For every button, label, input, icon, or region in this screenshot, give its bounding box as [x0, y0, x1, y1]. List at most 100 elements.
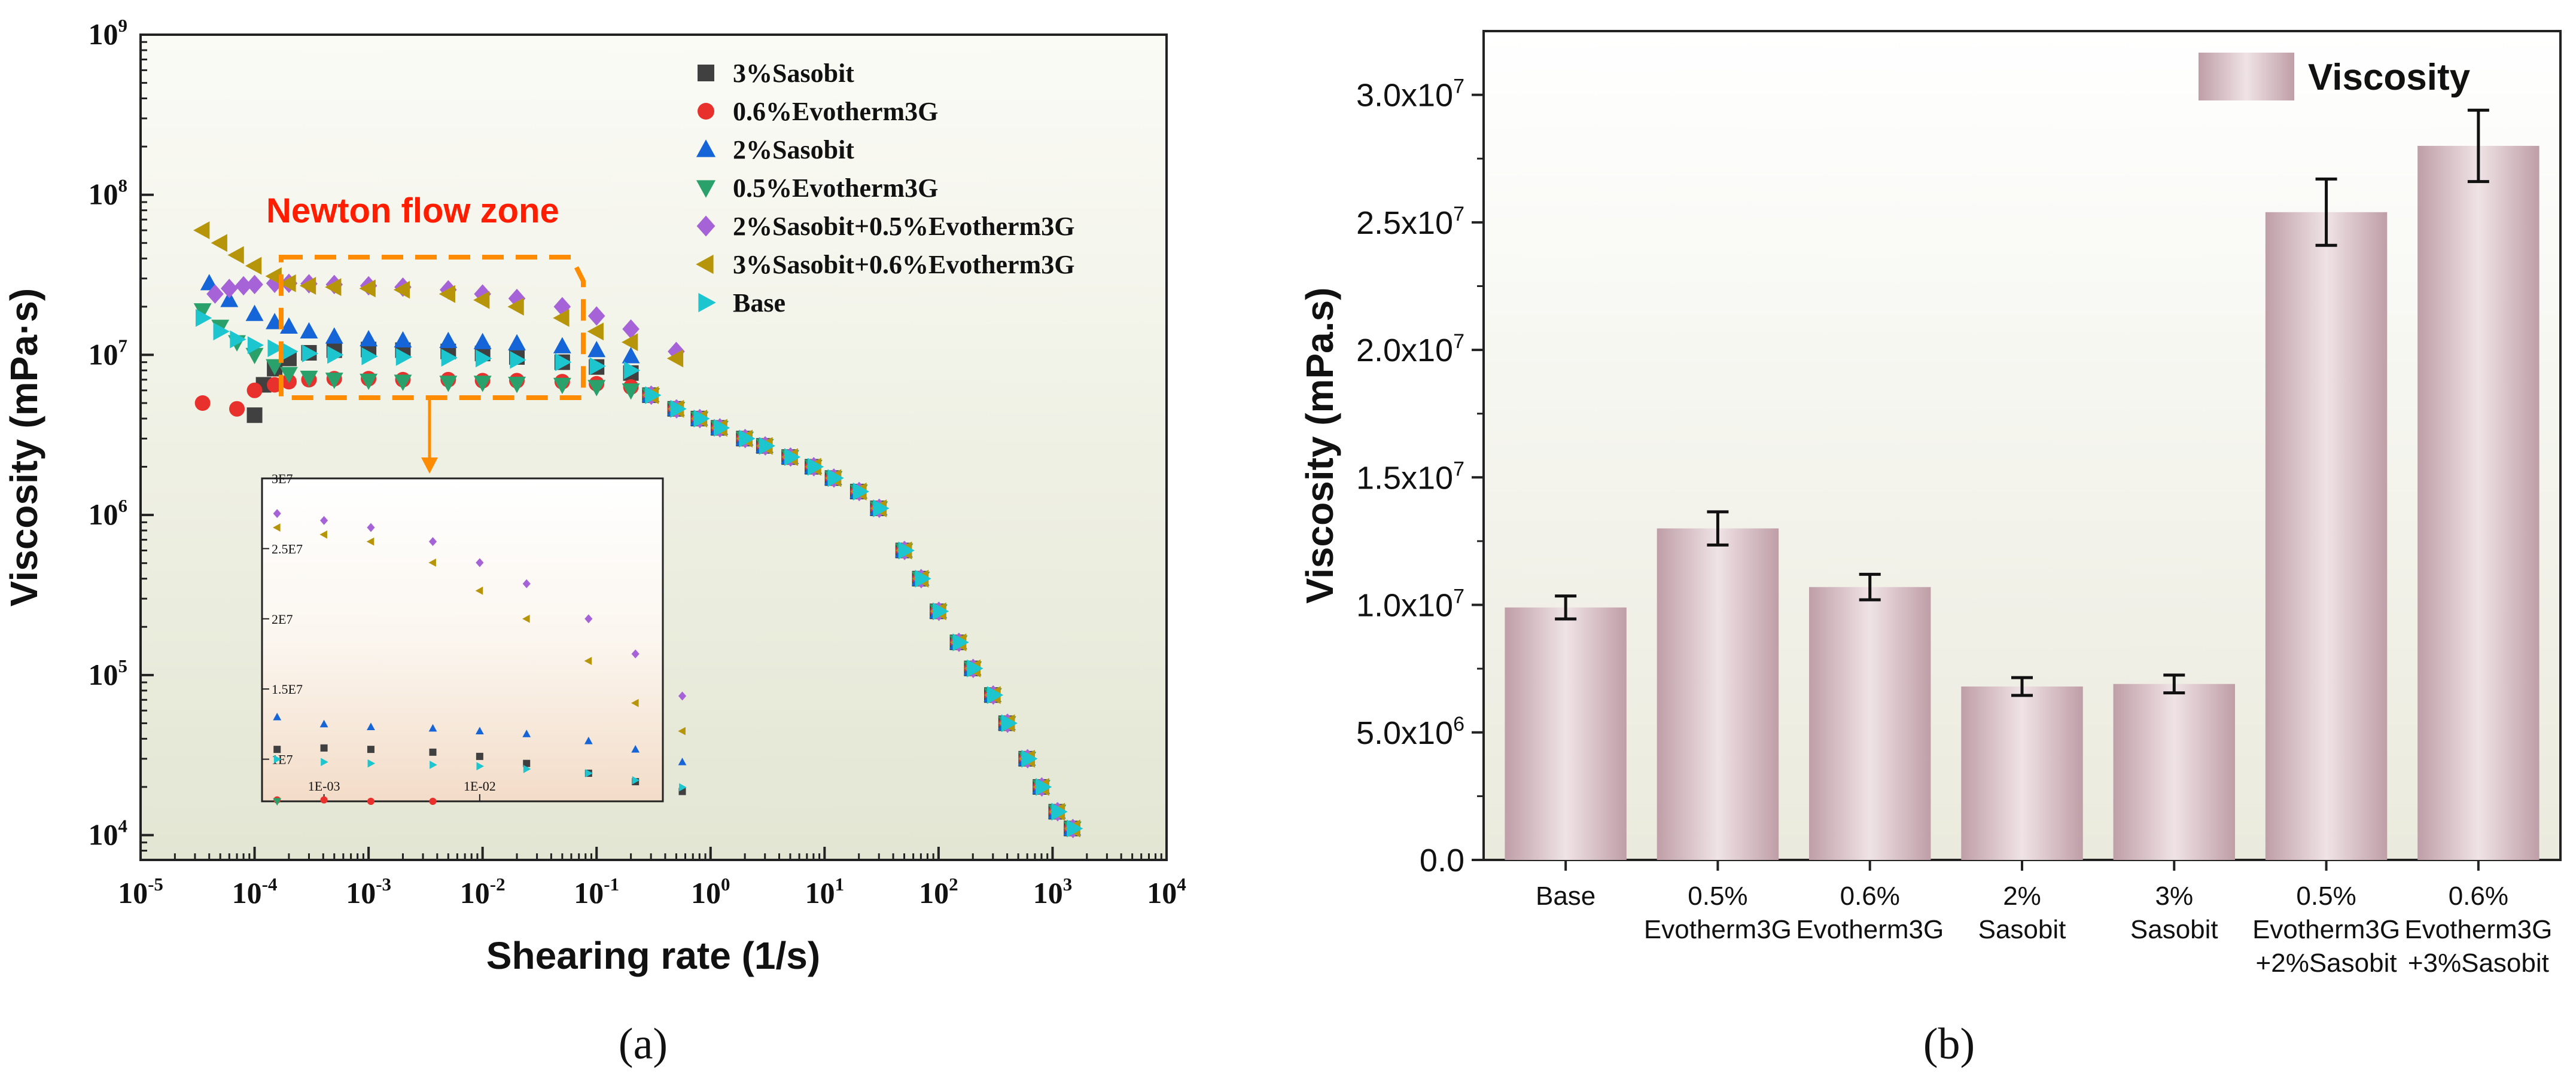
x-category-label: Evotherm3G — [2404, 915, 2552, 944]
inset-data-point — [273, 509, 281, 518]
data-point — [220, 291, 239, 307]
x-tick-label: 103 — [1033, 874, 1073, 910]
data-point — [267, 377, 283, 393]
inset-data-point — [522, 579, 531, 588]
x-tick-label: 10-2 — [460, 874, 506, 910]
data-point — [299, 276, 316, 295]
inset-data-point — [367, 722, 375, 730]
data-point — [441, 349, 458, 367]
inset-y-tick-label: 1.5E7 — [272, 682, 303, 697]
x-category-label: Sasobit — [2130, 915, 2218, 944]
inset-data-point — [319, 515, 328, 525]
inset-data-point — [428, 724, 437, 732]
x-category-label: 0.5% — [2296, 881, 2356, 911]
inset-area — [261, 477, 664, 803]
data-point — [266, 359, 284, 376]
data-point — [394, 374, 412, 391]
data-point — [986, 686, 1004, 704]
data-point — [587, 322, 604, 341]
data-point — [206, 284, 224, 304]
data-point — [325, 327, 343, 344]
data-point — [622, 347, 640, 364]
inset-data-point — [584, 736, 593, 745]
data-point — [246, 382, 263, 398]
data-point — [439, 376, 458, 392]
inset-data-point — [631, 745, 640, 753]
legend-marker — [698, 103, 714, 120]
data-point — [302, 344, 319, 363]
data-point — [693, 409, 710, 428]
x-tick-label: 10-1 — [574, 874, 619, 910]
inset-data-point — [476, 752, 483, 760]
data-point — [395, 348, 413, 366]
inset-data-point — [367, 523, 375, 532]
inset-data-point — [522, 614, 530, 623]
data-point — [1051, 803, 1068, 821]
data-point — [553, 309, 570, 327]
data-point — [245, 257, 262, 275]
series-triangle-right — [195, 309, 1083, 838]
inset-data-point — [273, 798, 282, 806]
data-point — [553, 337, 571, 353]
legend-label: 0.5%Evotherm3G — [733, 173, 938, 203]
data-point — [622, 319, 640, 339]
data-point — [211, 234, 227, 252]
legend-a: 3%Sasobit 0.6%Evotherm3G 2%Sasobit 0.5%Evot… — [696, 59, 1074, 318]
bar — [2265, 212, 2388, 860]
inset-data-point — [584, 657, 592, 666]
newton-zone-label: Newton flow zone — [266, 191, 559, 230]
y-tick-label: 105 — [89, 655, 128, 691]
data-point — [807, 457, 824, 476]
y-tick-label-b: 0.0 — [1420, 843, 1464, 878]
data-point — [393, 280, 410, 299]
legend-marker — [696, 215, 715, 237]
x-category-label: Evotherm3G — [1644, 915, 1792, 944]
bar — [1961, 687, 2083, 860]
inset-data-point — [631, 698, 639, 707]
inset-data-point — [367, 746, 374, 753]
inset-series-triangle-up — [273, 712, 687, 765]
data-point — [300, 322, 318, 338]
inset-data-point — [679, 783, 687, 792]
y-tick-label-b: 2.0x107 — [1356, 330, 1464, 368]
data-point — [507, 297, 524, 316]
inset-data-point — [631, 649, 640, 658]
data-point — [508, 377, 526, 393]
data-point — [587, 380, 606, 396]
inset-data-point — [678, 758, 687, 765]
data-point — [713, 419, 730, 437]
data-point — [587, 306, 605, 326]
inset-data-point — [476, 762, 485, 771]
inset-y-tick-label: 2E7 — [272, 612, 293, 627]
data-point — [1021, 749, 1038, 768]
data-point — [327, 346, 344, 364]
inset-y-tick-label: 2.5E7 — [272, 541, 303, 556]
legend-marker — [696, 254, 714, 274]
y-tick-label-b: 1.5x107 — [1356, 457, 1464, 496]
inset-data-point — [366, 537, 374, 546]
y-tick-label: 107 — [89, 335, 128, 371]
inset-data-point — [475, 727, 484, 735]
data-point — [229, 401, 245, 417]
y-tick-label-b: 2.5x107 — [1356, 203, 1464, 241]
data-point — [265, 267, 282, 285]
legend-label: 2%Sasobit — [733, 135, 854, 164]
x-tick-label: 10-5 — [118, 874, 163, 910]
y-tick-label: 106 — [89, 495, 128, 531]
data-point — [666, 349, 684, 368]
legend-label: 2%Sasobit+0.5%Evotherm3G — [733, 212, 1074, 241]
x-category-label: Evotherm3G — [2252, 915, 2400, 944]
x-category-label: 2% — [2003, 881, 2041, 911]
data-point — [279, 317, 298, 334]
data-point — [555, 353, 572, 371]
inset-series-diamond — [273, 509, 687, 701]
data-point — [852, 483, 870, 501]
panel-label-b: (b) — [1923, 1020, 1975, 1069]
legend-label: 3%Sasobit — [733, 59, 854, 88]
x-tick-label: 102 — [919, 874, 958, 910]
data-point — [670, 399, 687, 418]
x-category-label: Evotherm3G — [1796, 915, 1944, 944]
data-point — [245, 304, 264, 321]
inset-data-point — [273, 712, 282, 721]
